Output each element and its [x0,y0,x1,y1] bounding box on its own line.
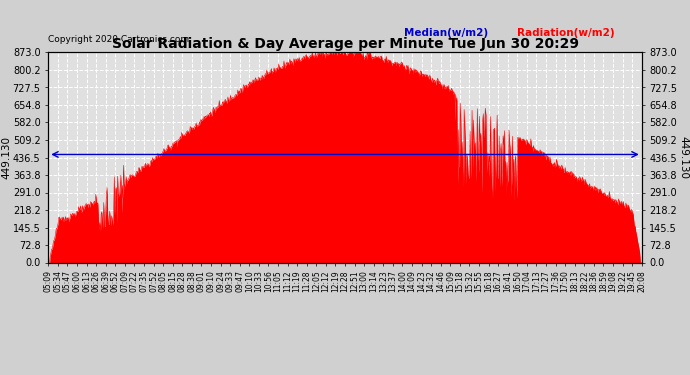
Text: Radiation(w/m2): Radiation(w/m2) [517,28,615,38]
Text: Median(w/m2): Median(w/m2) [404,28,489,38]
Y-axis label: 449.130: 449.130 [678,136,689,179]
Y-axis label: 449.130: 449.130 [1,136,11,179]
Text: Copyright 2020 Cartronics.com: Copyright 2020 Cartronics.com [48,35,190,44]
Title: Solar Radiation & Day Average per Minute Tue Jun 30 20:29: Solar Radiation & Day Average per Minute… [112,38,578,51]
